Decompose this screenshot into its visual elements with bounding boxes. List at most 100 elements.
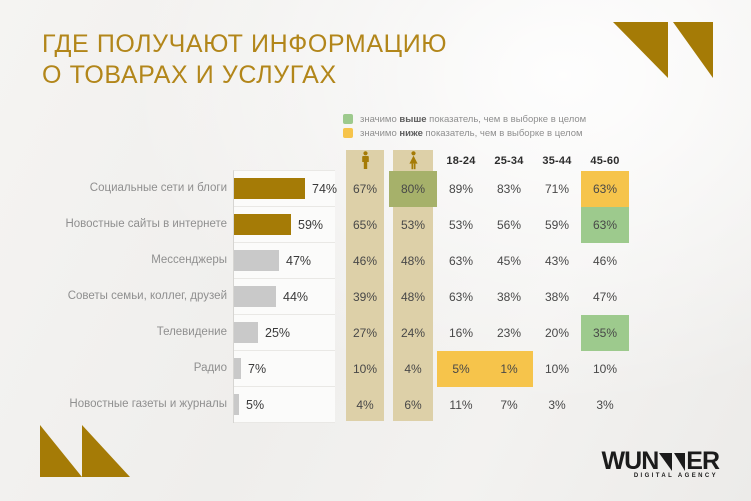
wunder-wordmark-end: ER xyxy=(686,447,720,475)
table-cell: 47% xyxy=(592,290,618,304)
age-column-header-45-60: 45-60 xyxy=(590,154,620,167)
bar-row: 74% xyxy=(234,171,338,207)
bar xyxy=(234,322,258,343)
table-cell: 63% xyxy=(448,254,474,268)
legend-lower-word: ниже xyxy=(399,127,423,139)
legend-yellow-swatch-icon xyxy=(343,128,353,138)
table-cell: 10% xyxy=(352,362,378,376)
table-cell: 67% xyxy=(352,182,378,196)
male-column-header xyxy=(341,150,389,171)
table-cell: 23% xyxy=(496,326,522,340)
female-icon xyxy=(408,151,418,170)
bar xyxy=(234,178,305,199)
bar-value: 44% xyxy=(283,289,309,304)
table-cell: 10% xyxy=(544,362,570,376)
table-cell: 71% xyxy=(544,182,570,196)
table-cell: 65% xyxy=(352,218,378,232)
table-cell: 46% xyxy=(592,254,618,268)
bar-value: 47% xyxy=(286,253,312,268)
male-icon xyxy=(361,151,369,169)
table-cell: 24% xyxy=(400,326,426,340)
bar-value: 74% xyxy=(312,181,338,196)
legend-higher-prefix: значимо xyxy=(360,113,400,125)
table-cell: 43% xyxy=(544,254,570,268)
table-cell: 4% xyxy=(356,398,374,412)
legend-item-lower: значимо ниже показатель, чем в выборке в… xyxy=(343,126,586,140)
table-cell: 83% xyxy=(496,182,522,196)
table-cell: 46% xyxy=(352,254,378,268)
legend-higher-word: выше xyxy=(399,113,427,125)
table-row: 27% 24% 16% 23% 20% 35% xyxy=(341,315,629,351)
age-column-header-25-34: 25-34 xyxy=(494,154,524,167)
table-cell: 35% xyxy=(581,315,629,351)
bar-value: 59% xyxy=(298,217,324,232)
page-title: ГДЕ ПОЛУЧАЮТ ИНФОРМАЦИЮ О ТОВАРАХ И УСЛУ… xyxy=(42,29,447,91)
brand-corner-mark-top-right-icon xyxy=(613,22,713,78)
table-cell: 53% xyxy=(400,218,426,232)
bar-row: 25% xyxy=(234,315,335,351)
table-cell: 38% xyxy=(544,290,570,304)
female-column-header xyxy=(389,150,437,171)
bar-row: 59% xyxy=(234,207,335,243)
legend-lower-text: значимо ниже показатель, чем в выборке в… xyxy=(360,128,583,139)
table-cell: 89% xyxy=(448,182,474,196)
legend: значимо выше показатель, чем в выборке в… xyxy=(343,112,586,140)
bar-row: 44% xyxy=(234,279,335,315)
page-title-line-2: О ТОВАРАХ И УСЛУГАХ xyxy=(42,61,337,89)
bar-row: 47% xyxy=(234,243,335,279)
bar-value: 7% xyxy=(248,361,267,376)
legend-lower-suffix: показатель, чем в выборке в целом xyxy=(422,127,583,139)
brand-corner-mark-bottom-left-icon xyxy=(40,425,130,477)
legend-item-higher: значимо выше показатель, чем в выборке в… xyxy=(343,112,586,126)
table-row: 4% 6% 11% 7% 3% 3% xyxy=(341,387,629,423)
table-cell: 39% xyxy=(352,290,378,304)
male-column-highlight xyxy=(346,150,384,421)
wunder-wordmark: WUN ER xyxy=(601,447,720,475)
category-label: Новостные сайты в интернете xyxy=(65,218,227,230)
bar-chart: 74% 59% 47% 44% 25% 7% 5% xyxy=(233,170,338,423)
bar xyxy=(234,250,279,271)
bar xyxy=(234,358,241,379)
bar-category-labels: Социальные сети и блоги Новостные сайты … xyxy=(30,170,227,422)
legend-higher-suffix: показатель, чем в выборке в целом xyxy=(426,113,587,125)
demographics-table: 18-24 25-34 35-44 45-60 67% 80% 89% 83% … xyxy=(341,150,629,423)
table-cell: 27% xyxy=(352,326,378,340)
table-cell: 48% xyxy=(400,254,426,268)
table-cell: 38% xyxy=(496,290,522,304)
category-label: Новостные газеты и журналы xyxy=(69,398,227,410)
page-title-line-1: ГДЕ ПОЛУЧАЮТ ИНФОРМАЦИЮ xyxy=(42,30,448,58)
category-label: Советы семьи, коллег, друзей xyxy=(67,290,227,302)
table-cell: 20% xyxy=(544,326,570,340)
wunder-logo: WUN ER DIGITAL AGENCY xyxy=(601,447,720,480)
table-cell: 63% xyxy=(448,290,474,304)
wunder-wordmark-start: WUN xyxy=(601,447,660,475)
bar xyxy=(234,286,276,307)
category-label: Социальные сети и блоги xyxy=(89,182,227,194)
category-label: Мессенджеры xyxy=(151,254,227,266)
table-cell: 5% xyxy=(437,351,485,387)
table-cell: 1% xyxy=(485,351,533,387)
wunder-logo-subtext: DIGITAL AGENCY xyxy=(633,473,718,479)
table-cell: 6% xyxy=(404,398,422,412)
table-cell: 11% xyxy=(449,398,473,412)
table-cell: 80% xyxy=(389,171,437,207)
table-cell: 63% xyxy=(581,171,629,207)
category-label: Радио xyxy=(193,362,227,374)
bar-row: 7% xyxy=(234,351,335,387)
bar-row: 5% xyxy=(234,387,335,423)
table-cell: 53% xyxy=(448,218,474,232)
age-column-header-35-44: 35-44 xyxy=(542,154,572,167)
table-row: 10% 4% 5% 1% 10% 10% xyxy=(341,351,629,387)
table-cell: 56% xyxy=(496,218,522,232)
table-row: 46% 48% 63% 45% 43% 46% xyxy=(341,243,629,279)
category-label: Телевидение xyxy=(156,326,227,338)
table-cell: 59% xyxy=(544,218,570,232)
table-cell: 63% xyxy=(581,207,629,243)
age-column-header-18-24: 18-24 xyxy=(446,154,476,167)
bar-value: 25% xyxy=(265,325,291,340)
table-cell: 48% xyxy=(400,290,426,304)
table-cell: 10% xyxy=(592,362,618,376)
bar-value: 5% xyxy=(246,397,265,412)
legend-higher-text: значимо выше показатель, чем в выборке в… xyxy=(360,114,586,125)
